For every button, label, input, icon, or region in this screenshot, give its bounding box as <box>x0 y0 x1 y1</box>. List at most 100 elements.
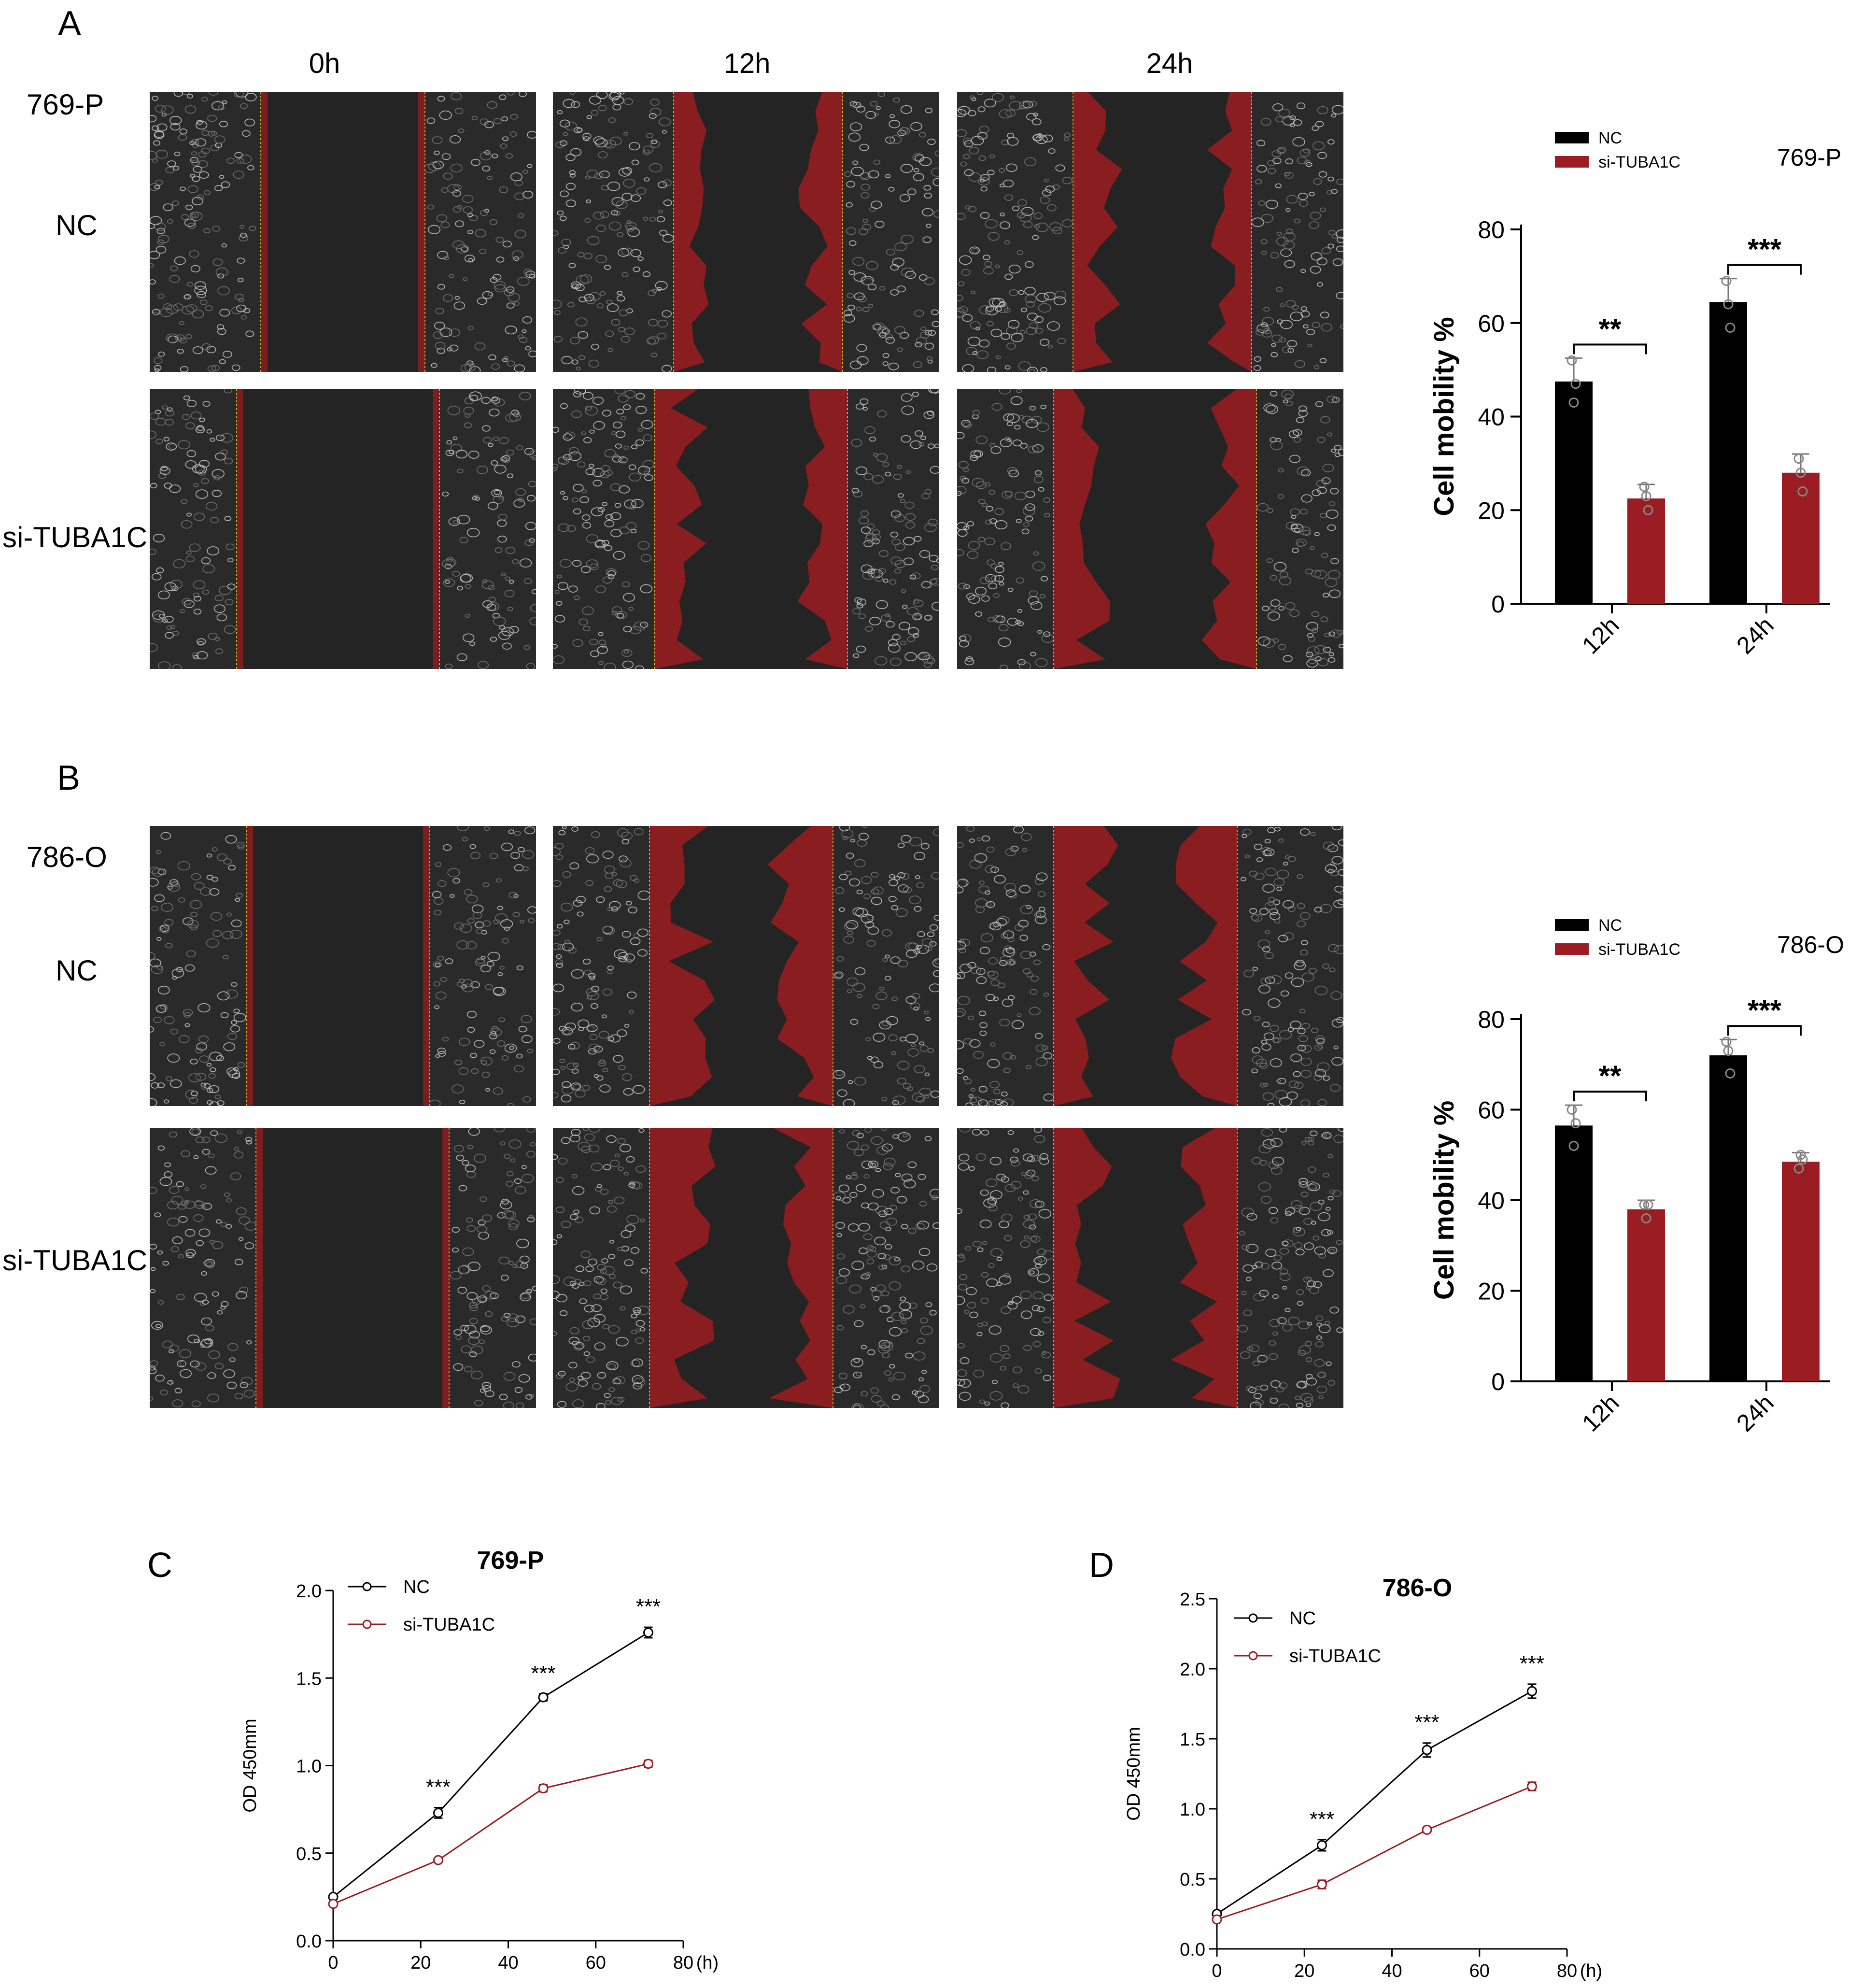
data-point <box>1639 482 1650 492</box>
data-point <box>1570 1118 1581 1129</box>
scratch-image-A10 <box>150 389 536 669</box>
data-point <box>1567 355 1577 366</box>
y-tick-label: 0.0 <box>296 1931 322 1952</box>
y-tick-label: 0 <box>1491 591 1505 618</box>
panel-letter-c: C <box>147 1546 172 1585</box>
y-tick-label: 80 <box>1478 1006 1505 1033</box>
scratch-image-B12 <box>957 1128 1343 1408</box>
significance-label: *** <box>1310 1807 1334 1831</box>
legend-label: NC <box>1598 129 1622 147</box>
y-tick-label: 40 <box>1478 1187 1505 1214</box>
x-tick-label: 0 <box>328 1953 338 1973</box>
scratch-image-A01 <box>553 92 939 372</box>
legend-label: NC <box>1598 916 1622 935</box>
data-point <box>433 1807 443 1818</box>
data-point <box>1639 1199 1650 1210</box>
bar-si-TUBA1C-24h <box>1782 472 1820 604</box>
data-point <box>1317 1840 1327 1850</box>
data-point <box>1317 1879 1327 1890</box>
y-tick-label: 2.0 <box>1180 1660 1205 1680</box>
x-axis-label: (h) <box>696 1953 719 1973</box>
time-label-24h: 24h <box>1146 48 1193 79</box>
y-tick-label: 0.0 <box>1180 1940 1205 1960</box>
significance-label: *** <box>531 1661 555 1685</box>
significance-label: *** <box>1748 233 1782 266</box>
panel-letter-a: A <box>58 4 82 43</box>
significance-bracket <box>1727 1025 1802 1036</box>
series-line-NC <box>333 1632 649 1898</box>
scratch-image-B01 <box>553 826 939 1106</box>
bar-si-TUBA1C-12h <box>1627 1209 1665 1381</box>
data-point <box>433 1855 443 1865</box>
data-point <box>538 1783 549 1794</box>
data-point <box>1567 1105 1577 1115</box>
data-point <box>643 1759 653 1769</box>
y-axis-label: Cell mobility % <box>1428 1101 1460 1300</box>
series-line-si-TUBA1C <box>333 1763 649 1905</box>
bar-si-TUBA1C-12h <box>1627 498 1665 604</box>
legend-label: si-TUBA1C <box>403 1615 495 1635</box>
data-point <box>1723 299 1734 310</box>
x-tick-label: 0 <box>1212 1961 1222 1981</box>
significance-bracket <box>1727 264 1802 275</box>
y-axis-label: OD 450mm <box>240 1718 260 1812</box>
data-point <box>1212 1914 1222 1925</box>
chart-title: 786-O <box>1777 931 1844 958</box>
x-tick-label: 12h <box>1577 611 1624 659</box>
data-point <box>1527 1686 1537 1696</box>
scratch-image-B02 <box>957 826 1343 1106</box>
bar-si-TUBA1C-24h <box>1782 1162 1820 1381</box>
line-chart-786o: 786-O 0.0 0.5 1.0 1.5 2.0 2.5 0 20 40 60 80 (h) OD 45… <box>1124 1574 1602 1981</box>
line-chart-769p: 769-P 0.0 0.5 1.0 1.5 2.0 0 20 40 60 80 (h) OD 450mm… <box>240 1547 719 1973</box>
significance-label: *** <box>1414 1711 1439 1734</box>
bar-NC-24h <box>1709 302 1747 604</box>
significance-bracket <box>1573 1091 1647 1102</box>
data-point <box>1793 454 1804 464</box>
data-point <box>1527 1781 1537 1792</box>
y-tick-label: 80 <box>1478 216 1505 243</box>
bar-NC-12h <box>1555 1125 1593 1381</box>
scratch-image-A11 <box>553 389 939 669</box>
data-point <box>1795 468 1806 478</box>
x-axis-label: (h) <box>1580 1961 1602 1981</box>
significance-label: *** <box>1748 994 1782 1026</box>
data-point <box>538 1692 549 1703</box>
data-point <box>1721 1037 1732 1047</box>
legend-label: NC <box>1289 1608 1316 1629</box>
y-axis-label: OD 450mm <box>1124 1727 1144 1820</box>
data-point <box>643 1627 653 1638</box>
data-point <box>1643 1199 1653 1210</box>
x-tick-label: 80 <box>1557 1961 1577 1981</box>
data-point <box>1721 276 1732 286</box>
y-tick-label: 1.5 <box>296 1669 322 1689</box>
data-point <box>1422 1745 1432 1755</box>
data-point <box>1725 1068 1736 1079</box>
data-point <box>1641 1213 1651 1223</box>
significance-label: *** <box>1520 1652 1544 1676</box>
x-tick-label: 24h <box>1731 611 1779 659</box>
data-point <box>1570 379 1581 389</box>
legend-label: si-TUBA1C <box>1598 940 1680 959</box>
series-line-si-TUBA1C <box>1216 1786 1533 1920</box>
scratch-image-A12 <box>957 389 1343 669</box>
x-tick-label: 12h <box>1577 1389 1624 1437</box>
significance-label: ** <box>1599 1060 1622 1092</box>
x-tick-label: 20 <box>410 1953 431 1973</box>
scratch-image-A00 <box>150 92 536 372</box>
series-line-NC <box>1216 1690 1533 1915</box>
chart-title: 786-O <box>1383 1574 1453 1602</box>
data-point <box>1641 491 1651 501</box>
legend-marker <box>1248 1651 1258 1661</box>
significance-bracket <box>1573 343 1647 355</box>
panel-letter-b: B <box>57 759 81 797</box>
y-tick-label: 1.0 <box>296 1757 322 1777</box>
data-point <box>1723 1046 1734 1056</box>
legend-label: si-TUBA1C <box>1289 1646 1381 1666</box>
legend-marker <box>362 1619 372 1629</box>
scratch-image-A02 <box>957 92 1343 372</box>
bar-NC-12h <box>1555 381 1593 604</box>
scratch-image-B00 <box>150 826 536 1106</box>
y-tick-label: 2.5 <box>1180 1590 1205 1610</box>
x-tick-label: 24h <box>1731 1389 1779 1437</box>
legend-label: si-TUBA1C <box>1598 153 1680 171</box>
